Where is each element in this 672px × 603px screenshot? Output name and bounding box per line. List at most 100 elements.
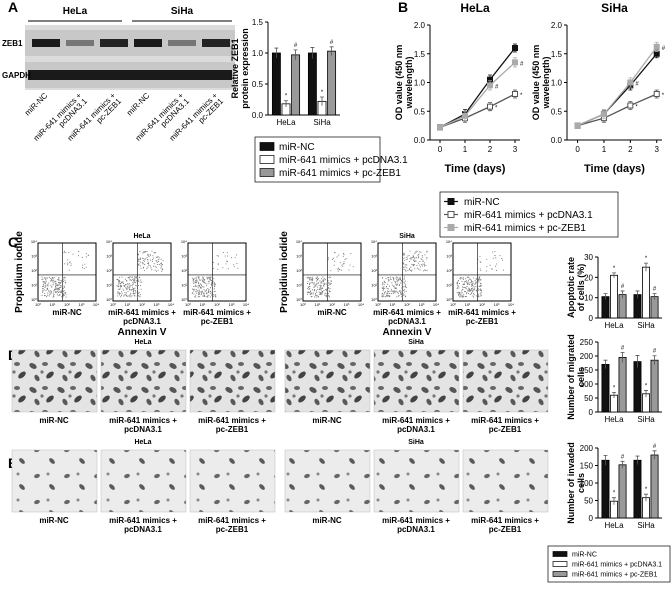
flow-dot — [42, 290, 44, 292]
flow-dot — [496, 263, 498, 265]
flow-dot — [139, 251, 141, 253]
flow-dot — [480, 294, 482, 296]
flow-dot — [160, 258, 162, 260]
flow-dot — [334, 260, 336, 262]
flow-dot — [404, 286, 407, 288]
text-line: pc-ZEB1 — [216, 425, 249, 434]
flow-dot — [383, 280, 385, 282]
flow-tick: 10³ — [181, 254, 187, 259]
flow-dot — [310, 282, 312, 284]
flow-dot — [84, 263, 86, 265]
flow-dot — [401, 291, 403, 293]
flow-dot — [485, 270, 488, 272]
flow-dot — [132, 291, 134, 293]
flow-dot — [147, 259, 149, 261]
flow-dot — [409, 250, 411, 252]
flow-dot — [309, 277, 312, 279]
legend-label: miR-641 mimics + pcDNA3.1 — [572, 561, 662, 568]
significance-mark: * — [495, 106, 498, 112]
point — [487, 103, 493, 110]
flow-dot — [87, 254, 89, 256]
flow-dot — [194, 284, 197, 286]
error-bar — [652, 293, 657, 300]
flow-dot — [206, 291, 208, 293]
flow-dot — [149, 254, 151, 256]
condition-label: miR-NC — [312, 516, 342, 525]
flow-dot — [198, 291, 200, 293]
flow-dot — [132, 283, 134, 285]
flow-dot — [326, 285, 328, 287]
significance-mark: # — [495, 84, 499, 90]
flow-dot — [128, 295, 130, 297]
flow-dot — [327, 259, 329, 261]
flow-dot — [477, 289, 480, 291]
text-line: pc-ZEB1 — [466, 317, 499, 326]
text-line: miR-NC — [312, 516, 342, 525]
significance-mark: * — [285, 94, 288, 100]
flow-dot — [197, 276, 199, 278]
flow-dot — [316, 294, 318, 297]
flow-dot — [233, 264, 235, 266]
flow-dot — [154, 252, 156, 254]
condition-label: miR-NC — [52, 308, 82, 317]
flow-dot — [50, 291, 52, 293]
flow-dot — [349, 264, 351, 266]
flow-dot — [195, 296, 197, 298]
flow-dot — [59, 291, 61, 293]
flow-tick: 10¹ — [106, 283, 112, 288]
flow-dot — [388, 277, 390, 279]
flow-dot — [132, 284, 134, 286]
legend-swatch — [447, 211, 455, 218]
flow-dot — [135, 282, 137, 284]
flow-dot — [311, 276, 313, 278]
x-tick-label: HeLa — [604, 321, 624, 330]
flow-dot — [315, 294, 317, 297]
flow-dot — [193, 293, 195, 295]
flow-dot — [381, 295, 383, 297]
flow-dot — [193, 280, 195, 282]
flow-tick: 10⁰ — [375, 302, 381, 307]
protein-label: GAPDH — [2, 71, 31, 80]
flow-dot — [391, 282, 393, 284]
flow-dot — [204, 282, 207, 284]
flow-dot — [81, 267, 84, 269]
flow-dot — [399, 276, 401, 279]
flow-dot — [410, 256, 412, 259]
condition-label: miR-641 mimics + pc-ZEB1 — [198, 416, 266, 434]
flow-dot — [133, 288, 135, 290]
flow-dot — [129, 294, 131, 296]
y-tick-label: 0 — [589, 314, 594, 323]
flow-dot — [332, 257, 334, 259]
condition-label: miR-NC — [312, 416, 342, 425]
flow-dot — [128, 296, 130, 298]
flow-plot — [452, 242, 512, 302]
x-tick-label: SiHa — [637, 321, 655, 330]
flow-dot — [151, 269, 153, 271]
flow-dot — [322, 282, 324, 284]
flow-dot — [473, 296, 475, 298]
text-line: pcDNA3.1 — [397, 525, 435, 534]
flow-dot — [143, 260, 145, 262]
cell-title: HeLa — [134, 439, 151, 446]
flow-dot — [317, 283, 319, 285]
flow-dot — [132, 286, 134, 288]
flow-dot — [469, 278, 471, 280]
flow-dot — [330, 282, 332, 285]
flow-ylabel: Propidium iodide — [14, 231, 25, 313]
flow-dot — [381, 295, 383, 298]
significance-mark: # — [520, 61, 524, 67]
flow-dot — [473, 289, 476, 291]
flow-dot — [201, 290, 203, 292]
flow-dot — [462, 295, 464, 297]
flow-tick: 10³ — [419, 302, 425, 307]
flow-dot — [464, 291, 467, 293]
flow-dot — [312, 279, 314, 281]
flow-dot — [123, 294, 125, 296]
y-tick-label: 1.0 — [551, 79, 563, 88]
flow-dot — [402, 254, 404, 256]
y-axis-label: OD value (450 nmwavelength) — [394, 45, 414, 121]
y-tick-label: 2.0 — [414, 21, 426, 30]
text-line: miR-641 mimics + — [109, 416, 177, 425]
x-tick-label: 1 — [602, 145, 607, 154]
flow-dot — [205, 296, 207, 298]
